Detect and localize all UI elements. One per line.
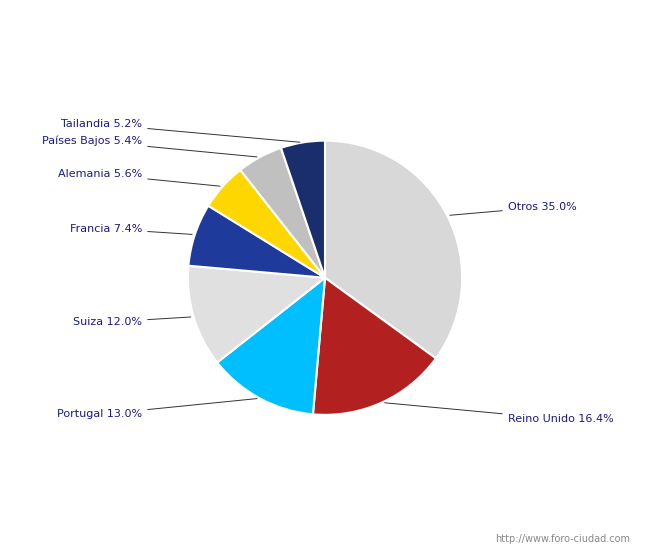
Text: Alemania 5.6%: Alemania 5.6% (58, 169, 220, 186)
Wedge shape (281, 141, 325, 278)
Text: http://www.foro-ciudad.com: http://www.foro-ciudad.com (495, 535, 630, 544)
Wedge shape (217, 278, 325, 414)
Wedge shape (325, 141, 462, 359)
Wedge shape (313, 278, 436, 415)
Text: Suiza 12.0%: Suiza 12.0% (73, 317, 191, 327)
Text: Otros 35.0%: Otros 35.0% (450, 202, 577, 215)
Text: Países Bajos 5.4%: Países Bajos 5.4% (42, 136, 257, 157)
Wedge shape (208, 170, 325, 278)
Text: Cee - Turistas extranjeros según país - Abril de 2024: Cee - Turistas extranjeros según país - … (115, 13, 535, 29)
Text: Portugal 13.0%: Portugal 13.0% (57, 399, 257, 420)
Text: Reino Unido 16.4%: Reino Unido 16.4% (385, 403, 614, 424)
Text: Tailandia 5.2%: Tailandia 5.2% (61, 119, 300, 142)
Text: Francia 7.4%: Francia 7.4% (70, 224, 192, 234)
Wedge shape (188, 206, 325, 278)
Wedge shape (240, 148, 325, 278)
Wedge shape (188, 266, 325, 362)
